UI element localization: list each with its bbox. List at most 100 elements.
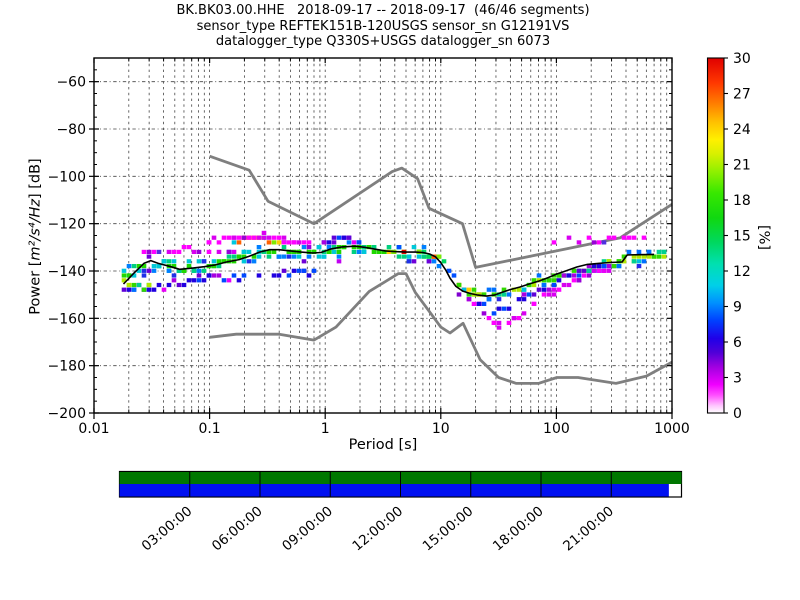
psd-histogram-cell (181, 245, 187, 250)
psd-histogram-cell (241, 259, 247, 264)
psd-histogram-cell (166, 259, 172, 264)
psd-histogram-cell (366, 245, 372, 250)
psd-histogram-cell (146, 254, 152, 259)
y-axis-title-suffix: ] [dB] (27, 158, 44, 200)
psd-histogram-cell (471, 301, 477, 306)
psd-histogram-cell (276, 254, 282, 259)
psd-histogram-cell (361, 249, 367, 254)
colorbar-tick-label: 18 (733, 193, 751, 209)
psd-histogram-cell (356, 249, 362, 254)
psd-histogram-cell (266, 235, 272, 240)
psd-histogram-cell (541, 278, 547, 283)
psd-histogram-cell (151, 264, 157, 269)
psd-histogram-cell (631, 254, 637, 259)
psd-histogram-cell (281, 245, 287, 250)
psd-histogram-cell (491, 320, 497, 325)
psd-histogram-cell (261, 249, 267, 254)
psd-histogram-cell (496, 306, 502, 311)
psd-histogram-cell (121, 273, 127, 278)
psd-histogram-cell (141, 273, 147, 278)
psd-histogram-cell (281, 268, 287, 273)
psd-histogram-cell (211, 259, 217, 264)
x-tick-label: 0.01 (78, 421, 109, 437)
psd-histogram-cell (206, 273, 212, 278)
psd-histogram-cell (151, 268, 157, 273)
high-noise-model-line (209, 154, 673, 269)
psd-histogram-cell (251, 254, 257, 259)
psd-histogram-cell (656, 254, 662, 259)
psd-histogram-cell (426, 259, 432, 264)
psd-histogram-cell (536, 273, 542, 278)
psd-histogram-cell (596, 240, 602, 245)
psd-histogram-cell (586, 273, 592, 278)
psd-histogram-cell (176, 249, 182, 254)
psd-histogram-cell (201, 259, 207, 264)
psd-histogram-cell (371, 245, 377, 250)
psd-histogram-cell (241, 254, 247, 259)
psd-histogram-cell (531, 292, 537, 297)
psd-histogram-cell (491, 287, 497, 292)
low-noise-model-line (209, 272, 673, 385)
psd-histogram-cell (576, 278, 582, 283)
psd-histogram-cell (496, 292, 502, 297)
psd-histogram-cell (186, 245, 192, 250)
psd-histogram-cell (551, 282, 557, 288)
psd-histogram-cell (561, 273, 567, 278)
psd-histogram-cell (141, 264, 147, 269)
psd-histogram-cell (216, 264, 222, 269)
psd-histogram-cell (581, 273, 587, 278)
psd-histogram-cell (561, 282, 567, 288)
psd-histogram-cell (126, 273, 132, 278)
psd-histogram-cell (606, 235, 612, 240)
psd-histogram-cell (181, 282, 187, 288)
psd-histogram-cell (411, 245, 417, 250)
psd-histogram-cell (571, 278, 577, 283)
psd-histogram-cell (296, 240, 302, 245)
psd-histogram-cell (216, 249, 222, 254)
y-tick-label: −80 (56, 122, 86, 138)
psd-histogram-cell (141, 268, 147, 273)
psd-histogram-cell (376, 249, 382, 254)
psd-histogram-cell (396, 245, 402, 250)
psd-histogram-cell (521, 297, 527, 302)
psd-histogram-cell (336, 254, 342, 259)
psd-histogram-cell (316, 245, 322, 250)
psd-histogram-cell (576, 268, 582, 273)
psd-histogram-cell (311, 268, 317, 273)
axes-frame (93, 57, 673, 414)
y-tick-label: −180 (48, 359, 86, 375)
psd-histogram-cell (131, 264, 137, 269)
psd-histogram-cell (131, 287, 137, 292)
psd-histogram-cell (231, 240, 237, 245)
psd-histogram-cell (451, 273, 457, 278)
psd-histogram-cell (161, 259, 167, 264)
psd-histogram-cell (156, 282, 162, 288)
psd-histogram-cell (191, 278, 197, 283)
psd-histogram-cell (311, 249, 317, 254)
psd-histogram-cell (286, 254, 292, 259)
psd-histogram-cell (271, 273, 277, 278)
psd-histogram-cell (381, 249, 387, 254)
psd-histogram-cell (526, 292, 532, 297)
psd-histogram-cell (371, 249, 377, 254)
y-axis-title: Power [m²/s⁴/Hz] [dB] (28, 112, 47, 362)
psd-histogram-cell (531, 278, 537, 283)
psd-histogram-cell (196, 249, 202, 254)
psd-histogram-cell (351, 245, 357, 250)
psd-histogram-cell (521, 287, 527, 292)
psd-histogram-cell (256, 245, 262, 250)
psd-histogram-cell (221, 259, 227, 264)
psd-histogram-cell (156, 249, 162, 254)
psd-histogram-cell (331, 245, 337, 250)
psd-histogram-cell (211, 264, 217, 269)
psd-histogram-cell (291, 268, 297, 273)
psd-histogram-cell (251, 259, 257, 264)
psd-histogram-cell (576, 273, 582, 278)
psd-histogram-cell (586, 264, 592, 269)
psd-histogram-cell (591, 240, 597, 245)
coverage-blue-segment (119, 484, 669, 497)
plot-title: BK.BK03.00.HHE 2018-09-17 -- 2018-09-17 … (94, 3, 672, 50)
psd-histogram-cell (136, 282, 142, 288)
psd-histogram-cell (616, 259, 622, 264)
